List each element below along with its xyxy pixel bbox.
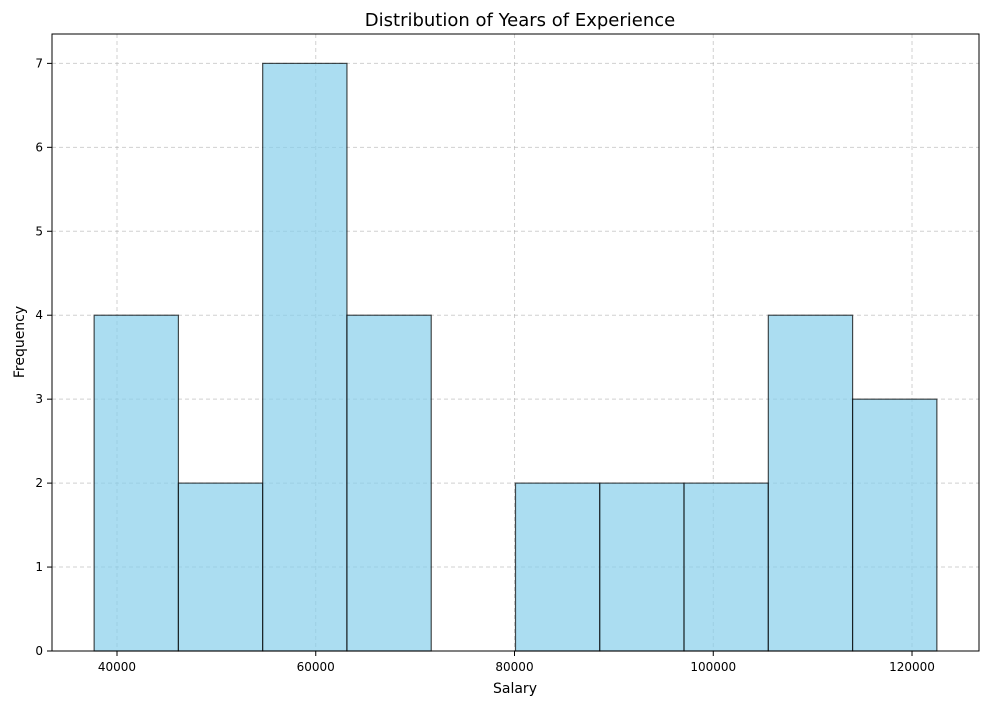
- histogram-bar: [177, 482, 264, 652]
- histogram-bar: [262, 62, 348, 652]
- x-tick-label: 80000: [495, 660, 533, 674]
- histogram-bar: [683, 482, 769, 652]
- x-tick-label: 120000: [889, 660, 935, 674]
- chart-title: Distribution of Years of Experience: [365, 10, 675, 31]
- x-axis-ticks: 40000 60000 80000 100000 120000: [98, 651, 935, 674]
- y-axis-label: Frequency: [12, 306, 28, 378]
- plot-frame: [51, 33, 980, 652]
- y-axis-ticks: 0 1 2 3 4 5 6 7: [35, 56, 52, 658]
- y-tick-label: 2: [35, 476, 43, 490]
- x-tick-label: 100000: [690, 660, 736, 674]
- y-tick-label: 0: [35, 644, 43, 658]
- x-axis-label: Salary: [493, 681, 537, 697]
- y-tick-label: 5: [35, 224, 43, 238]
- histogram-bar: [93, 314, 180, 652]
- y-tick-label: 3: [35, 392, 43, 406]
- y-tick-label: 1: [35, 560, 43, 574]
- y-tick-label: 6: [35, 140, 43, 154]
- histogram-bar: [599, 482, 685, 652]
- histogram-bar: [851, 398, 938, 652]
- x-tick-label: 60000: [297, 660, 335, 674]
- y-tick-label: 4: [35, 308, 43, 322]
- y-tick-label: 7: [35, 56, 43, 70]
- x-tick-label: 40000: [98, 660, 136, 674]
- histogram-bar: [346, 314, 432, 652]
- histogram-bar: [767, 314, 854, 652]
- histogram-bars: [93, 62, 938, 652]
- histogram-bar: [514, 482, 601, 652]
